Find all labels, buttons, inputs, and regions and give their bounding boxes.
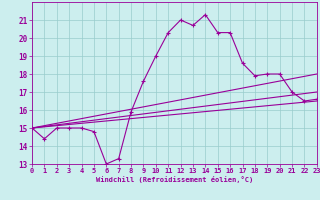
- X-axis label: Windchill (Refroidissement éolien,°C): Windchill (Refroidissement éolien,°C): [96, 176, 253, 183]
